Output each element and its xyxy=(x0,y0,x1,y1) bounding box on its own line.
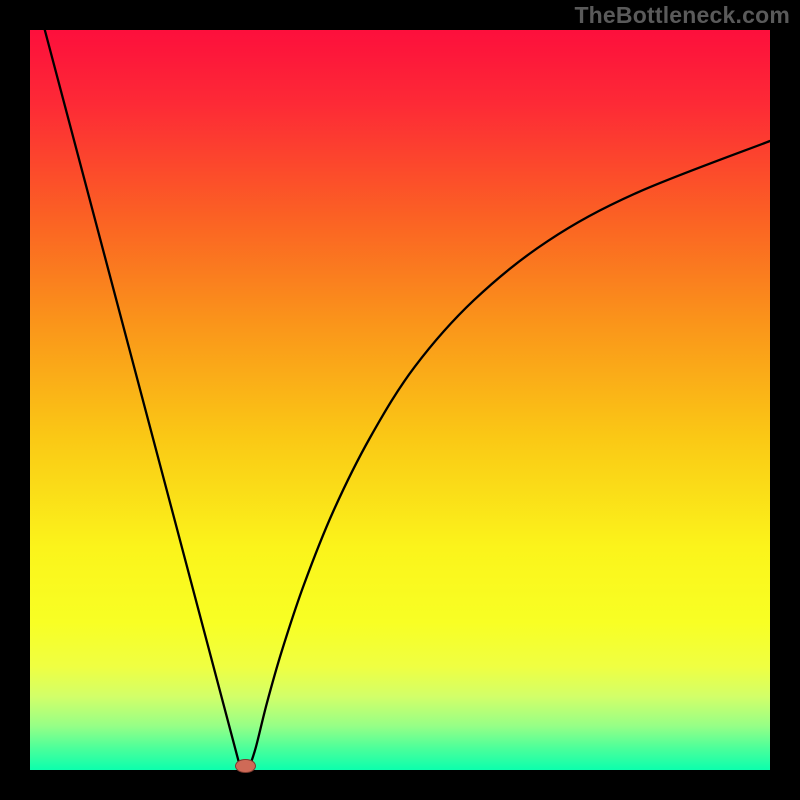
plot-area xyxy=(30,30,770,770)
watermark-text: TheBottleneck.com xyxy=(574,2,790,29)
vertex-marker xyxy=(235,759,256,774)
gradient-background xyxy=(30,30,770,770)
chart-container: TheBottleneck.com xyxy=(0,0,800,800)
